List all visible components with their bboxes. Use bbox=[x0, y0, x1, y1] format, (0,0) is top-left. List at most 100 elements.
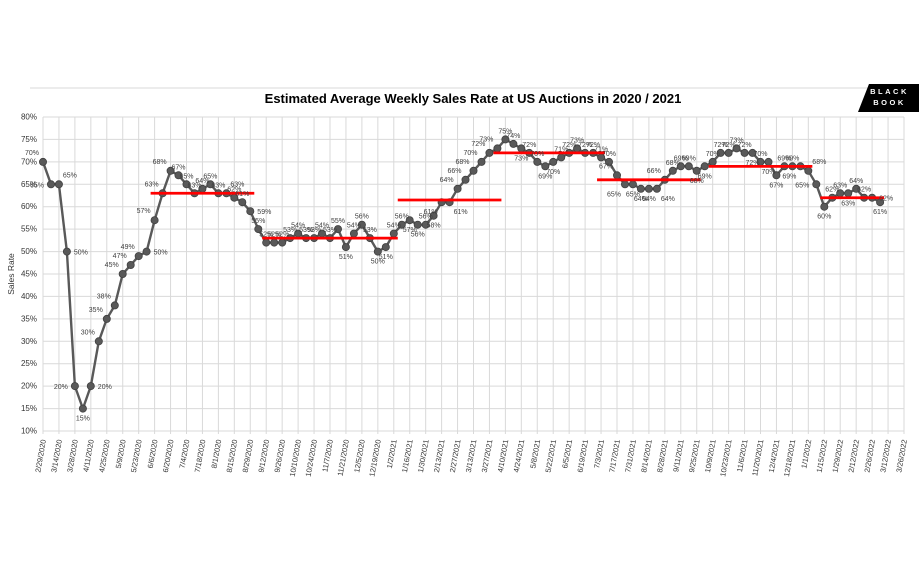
data-point bbox=[541, 162, 550, 171]
data-label: 73% bbox=[514, 155, 528, 162]
data-label: 57% bbox=[403, 227, 417, 234]
x-tick-label: 8/28/2021 bbox=[655, 439, 670, 473]
data-label: 67% bbox=[599, 163, 613, 170]
data-label: 62% bbox=[879, 196, 893, 203]
x-tick-label: 10/9/2021 bbox=[703, 439, 718, 473]
data-label: 65% bbox=[30, 182, 44, 189]
data-label: 56% bbox=[411, 232, 425, 239]
x-tick-label: 12/19/2020 bbox=[367, 439, 382, 478]
y-tick-label: 25% bbox=[21, 359, 37, 368]
x-tick-label: 9/26/2020 bbox=[272, 439, 287, 473]
data-label: 45% bbox=[105, 262, 119, 269]
data-label: 66% bbox=[647, 168, 661, 175]
data-label: 70% bbox=[761, 169, 775, 176]
data-label: 54% bbox=[315, 223, 329, 230]
data-point bbox=[262, 238, 271, 247]
data-point bbox=[413, 220, 422, 229]
x-tick-label: 4/11/2020 bbox=[81, 439, 96, 473]
data-label: 71% bbox=[554, 146, 568, 153]
data-point bbox=[47, 180, 56, 189]
data-label: 69% bbox=[674, 155, 688, 162]
x-tick-label: 2/12/2022 bbox=[846, 439, 861, 473]
data-label: 53% bbox=[363, 227, 377, 234]
data-point bbox=[852, 184, 861, 193]
x-tick-label: 11/7/2020 bbox=[320, 439, 335, 473]
data-point bbox=[557, 153, 566, 162]
data-label: 69% bbox=[682, 155, 696, 162]
data-point bbox=[668, 166, 677, 175]
data-label: 75% bbox=[498, 128, 512, 135]
y-tick-label: 65% bbox=[21, 180, 37, 189]
data-label: 59% bbox=[257, 209, 271, 216]
data-label: 72% bbox=[722, 142, 736, 149]
x-tick-label: 6/5/2021 bbox=[560, 439, 574, 469]
data-point bbox=[732, 144, 741, 153]
data-label: 49% bbox=[121, 244, 135, 251]
data-label: 47% bbox=[113, 253, 127, 260]
data-point bbox=[381, 243, 390, 252]
y-tick-label: 40% bbox=[21, 292, 37, 301]
x-tick-label: 7/17/2021 bbox=[607, 439, 622, 473]
y-tick-label: 80% bbox=[21, 113, 37, 122]
x-tick-label: 11/21/2020 bbox=[336, 439, 351, 477]
data-point bbox=[724, 148, 733, 157]
x-tick-label: 2/13/2021 bbox=[432, 439, 447, 473]
logo-word-book: BOOK bbox=[873, 97, 906, 107]
data-label: 51% bbox=[379, 254, 393, 261]
x-tick-label: 3/26/2022 bbox=[894, 439, 909, 473]
data-point bbox=[39, 157, 48, 166]
data-point bbox=[692, 166, 701, 175]
data-point bbox=[621, 180, 630, 189]
y-tick-label: 10% bbox=[21, 427, 37, 436]
data-point bbox=[628, 180, 637, 189]
data-point bbox=[238, 198, 247, 207]
x-tick-label: 3/12/2022 bbox=[878, 439, 893, 473]
x-tick-label: 5/23/2020 bbox=[129, 439, 144, 473]
data-label: 61% bbox=[454, 209, 468, 216]
x-tick-label: 1/16/2021 bbox=[400, 439, 415, 473]
data-label: 51% bbox=[339, 254, 353, 261]
x-tick-label: 3/14/2020 bbox=[49, 439, 64, 473]
data-label: 61% bbox=[235, 191, 249, 198]
data-point bbox=[349, 229, 358, 238]
data-point bbox=[716, 148, 725, 157]
data-label: 56% bbox=[419, 214, 433, 221]
data-point bbox=[812, 180, 821, 189]
y-tick-label: 50% bbox=[21, 247, 37, 256]
data-label: 56% bbox=[355, 214, 369, 221]
data-point bbox=[110, 301, 119, 310]
x-tick-label: 12/18/2021 bbox=[782, 439, 797, 478]
data-point bbox=[126, 260, 135, 269]
x-tick-label: 8/29/2020 bbox=[241, 439, 256, 473]
data-point bbox=[748, 148, 757, 157]
x-tick-label: 8/15/2020 bbox=[225, 439, 240, 473]
logo-word-black: BLACK bbox=[870, 87, 909, 96]
data-point bbox=[270, 238, 279, 247]
data-label: 68% bbox=[153, 159, 167, 166]
data-label: 65% bbox=[203, 173, 217, 180]
data-label: 52% bbox=[259, 232, 273, 239]
data-point bbox=[493, 144, 502, 153]
y-tick-label: 60% bbox=[21, 202, 37, 211]
data-label: 63% bbox=[841, 200, 855, 207]
data-label: 62% bbox=[825, 187, 839, 194]
y-tick-label: 35% bbox=[21, 314, 37, 323]
x-tick-label: 4/10/2021 bbox=[496, 439, 511, 473]
data-point bbox=[86, 382, 95, 391]
y-tick-label: 45% bbox=[21, 270, 37, 279]
data-point bbox=[429, 211, 438, 220]
data-label: 64% bbox=[634, 196, 648, 203]
data-point bbox=[174, 171, 183, 180]
data-label: 72% bbox=[471, 141, 485, 148]
x-tick-label: 9/11/2021 bbox=[671, 439, 686, 473]
data-label: 65% bbox=[795, 182, 809, 189]
data-label: 60% bbox=[817, 214, 831, 221]
data-label: 69% bbox=[698, 173, 712, 180]
data-label: 50% bbox=[371, 259, 385, 266]
data-label: 50% bbox=[154, 250, 168, 257]
x-tick-label: 2/26/2022 bbox=[862, 439, 877, 473]
data-point bbox=[676, 162, 685, 171]
sales-rate-line bbox=[41, 138, 881, 410]
chart-title: Estimated Average Weekly Sales Rate at U… bbox=[264, 91, 682, 106]
